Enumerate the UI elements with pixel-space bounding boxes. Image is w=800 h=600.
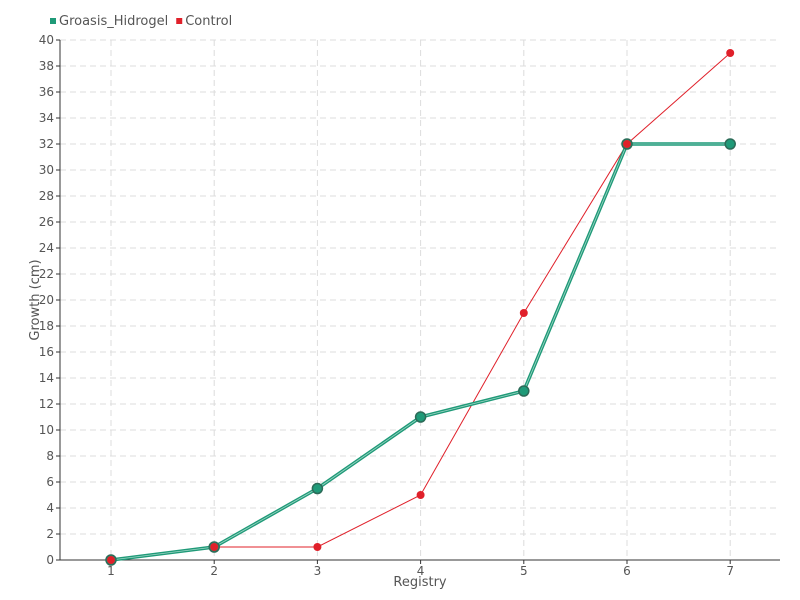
y-tick-label: 32 xyxy=(39,137,54,151)
data-point-groasis-hidrogel xyxy=(724,138,736,150)
y-tick-label: 8 xyxy=(46,449,54,463)
x-axis-title: Registry xyxy=(393,575,447,590)
data-point-groasis-hidrogel xyxy=(311,482,324,495)
legend-swatch xyxy=(50,18,56,24)
x-tick-label: 7 xyxy=(726,564,734,578)
y-tick-label: 10 xyxy=(39,423,54,437)
y-axis-title: Growth (cm) xyxy=(28,259,43,340)
y-tick-label: 24 xyxy=(39,241,54,255)
y-tick-label: 36 xyxy=(39,85,54,99)
x-tick-label: 3 xyxy=(314,564,322,578)
legend-label: Control xyxy=(185,14,232,29)
legend: Groasis_Hidrogel Control xyxy=(50,14,232,29)
data-point-groasis-hidrogel xyxy=(518,385,530,397)
y-tick-label: 38 xyxy=(39,59,54,73)
x-tick-label: 4 xyxy=(417,564,425,578)
y-tick-label: 12 xyxy=(39,397,54,411)
y-tick-label: 20 xyxy=(39,293,54,307)
data-point-control xyxy=(726,49,735,57)
legend-swatch xyxy=(176,18,183,24)
y-tick-label: 30 xyxy=(39,163,54,177)
y-tick-label: 34 xyxy=(39,111,54,125)
y-tick-label: 22 xyxy=(39,267,54,281)
data-point-control xyxy=(107,556,115,564)
x-tick-label: 5 xyxy=(520,564,528,578)
legend-label: Groasis_Hidrogel xyxy=(59,14,168,29)
x-tick-label: 1 xyxy=(107,564,115,578)
x-tick-label: 2 xyxy=(210,564,218,578)
data-point-control xyxy=(623,140,631,148)
data-point-groasis-hidrogel xyxy=(414,411,427,423)
series-layer xyxy=(105,49,736,566)
y-tick-label: 18 xyxy=(39,319,54,333)
y-tick-label: 14 xyxy=(39,371,54,385)
data-point-control xyxy=(313,543,322,551)
y-tick-label: 6 xyxy=(46,475,54,489)
y-tick-label: 26 xyxy=(39,215,54,229)
y-tick-label: 16 xyxy=(39,345,54,359)
x-tick-label: 6 xyxy=(623,564,631,578)
y-tick-label: 40 xyxy=(39,33,54,47)
y-tick-label: 4 xyxy=(46,501,54,515)
y-tick-label: 0 xyxy=(46,553,54,567)
data-point-control xyxy=(416,491,425,499)
data-point-control xyxy=(519,309,528,317)
y-tick-label: 28 xyxy=(39,189,54,203)
data-point-control xyxy=(210,543,219,551)
grid xyxy=(60,39,780,560)
y-tick-label: 2 xyxy=(46,527,54,541)
